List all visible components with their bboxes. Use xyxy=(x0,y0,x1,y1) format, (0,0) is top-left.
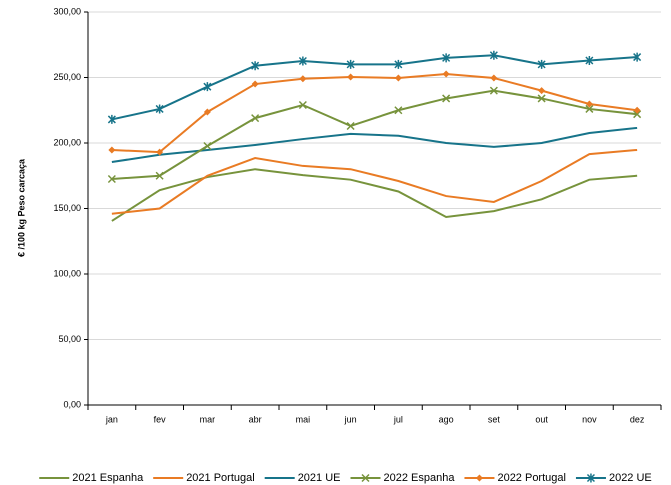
x-tick-label: mai xyxy=(296,414,311,424)
marker xyxy=(298,100,307,110)
marker xyxy=(299,75,307,83)
legend-label: 2021 UE xyxy=(298,472,341,484)
legend-label: 2021 Portugal xyxy=(186,472,255,484)
series-line xyxy=(111,54,638,121)
marker xyxy=(203,108,211,116)
marker xyxy=(442,94,451,103)
marker xyxy=(108,146,116,154)
marker xyxy=(203,141,212,151)
marker xyxy=(633,52,642,62)
series-line xyxy=(111,168,638,222)
marker xyxy=(251,61,260,71)
x-tick-label: out xyxy=(535,414,548,424)
marker xyxy=(347,73,355,81)
series-line xyxy=(111,72,638,154)
x-tick-label: mar xyxy=(200,414,216,424)
x-tick-label: ago xyxy=(439,414,454,424)
y-tick-label: 0,00 xyxy=(63,399,81,409)
legend-label: 2021 Espanha xyxy=(72,472,144,484)
marker xyxy=(489,50,498,60)
marker xyxy=(394,74,402,82)
legend-marker xyxy=(586,473,595,483)
marker xyxy=(538,87,546,95)
marker xyxy=(442,70,450,78)
series-line xyxy=(111,89,638,181)
marker xyxy=(394,106,403,115)
marker xyxy=(490,74,498,82)
marker xyxy=(633,106,641,114)
y-axis-label: € /100 kg Peso carcaça xyxy=(16,158,26,257)
legend-label: 2022 UE xyxy=(609,472,652,484)
marker xyxy=(203,82,212,92)
x-tick-label: jul xyxy=(393,414,403,424)
marker xyxy=(251,80,259,88)
x-tick-label: nov xyxy=(582,414,597,424)
marker xyxy=(107,114,116,124)
marker xyxy=(394,59,403,69)
x-tick-label: set xyxy=(488,414,501,424)
x-tick-label: jun xyxy=(344,414,357,424)
marker xyxy=(585,55,594,65)
marker xyxy=(298,56,307,66)
x-tick-label: fev xyxy=(154,414,167,424)
y-tick-label: 250,00 xyxy=(53,72,81,82)
y-tick-label: 50,00 xyxy=(58,334,81,344)
legend-marker xyxy=(475,474,483,482)
marker xyxy=(107,174,116,184)
y-tick-label: 300,00 xyxy=(53,6,81,16)
y-tick-label: 150,00 xyxy=(53,203,81,213)
legend-label: 2022 Espanha xyxy=(384,472,456,484)
marker xyxy=(156,148,164,156)
marker xyxy=(346,121,355,131)
marker xyxy=(537,59,546,69)
series-line xyxy=(111,148,638,215)
x-tick-label: jan xyxy=(105,414,118,424)
marker xyxy=(442,53,451,63)
marker xyxy=(585,100,593,108)
legend: 2021 Espanha 2021 Portugal 2021 UE 2022 Esp… xyxy=(39,472,652,484)
marker xyxy=(537,94,546,103)
x-tick-label: dez xyxy=(630,414,645,424)
marker xyxy=(155,171,164,180)
x-tick-label: abr xyxy=(249,414,262,424)
marker xyxy=(585,104,594,113)
y-tick-label: 200,00 xyxy=(53,137,81,147)
marker xyxy=(155,104,164,114)
legend-marker xyxy=(361,473,370,483)
marker xyxy=(346,59,355,69)
marker xyxy=(489,86,498,95)
marker xyxy=(251,114,260,123)
legend-label: 2022 Portugal xyxy=(497,472,566,484)
marker xyxy=(633,110,642,119)
y-tick-label: 100,00 xyxy=(53,268,81,278)
